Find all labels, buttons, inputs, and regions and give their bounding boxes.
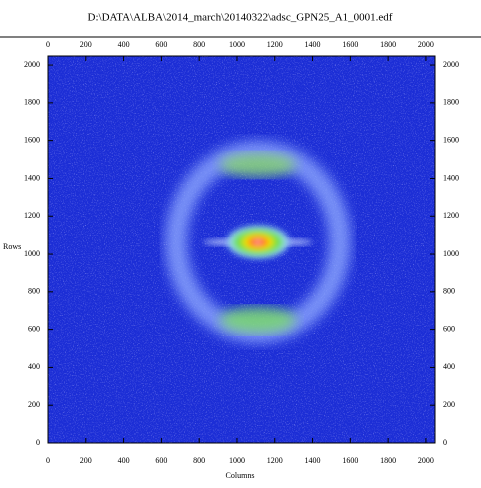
y-tick-label-right: 400 [443, 362, 455, 371]
y-tick-label: 1600 [24, 135, 40, 144]
y-tick-label-right: 1400 [443, 173, 459, 182]
y-tick-label: 600 [28, 324, 40, 333]
x-tick-label-top: 400 [118, 40, 130, 49]
y-tick-label: 1800 [24, 98, 40, 107]
x-tick-label-top: 1800 [380, 40, 396, 49]
y-tick-label-right: 1600 [443, 135, 459, 144]
x-tick-label-top: 200 [80, 40, 92, 49]
x-tick-label: 200 [80, 456, 92, 465]
x-tick-label: 2000 [418, 456, 434, 465]
x-tick-label: 1200 [267, 456, 283, 465]
x-tick-label-top: 800 [193, 40, 205, 49]
y-tick-label: 0 [36, 438, 40, 447]
y-tick-label-right: 800 [443, 287, 455, 296]
x-tick-label: 400 [118, 456, 130, 465]
y-tick-label-right: 1800 [443, 98, 459, 107]
x-tick-label: 800 [193, 456, 205, 465]
y-tick-label-right: 600 [443, 324, 455, 333]
y-tick-label-right: 2000 [443, 60, 459, 69]
y-tick-label-right: 1200 [443, 211, 459, 220]
y-tick-label: 1200 [24, 211, 40, 220]
y-tick-label: 400 [28, 362, 40, 371]
x-tick-label-top: 1600 [342, 40, 358, 49]
y-tick-label: 1000 [24, 249, 40, 258]
y-tick-label-right: 0 [443, 438, 447, 447]
y-tick-label: 1400 [24, 173, 40, 182]
x-tick-label: 1800 [380, 456, 396, 465]
plot-frame [47, 55, 436, 444]
x-tick-label-top: 600 [155, 40, 167, 49]
x-tick-label: 1400 [305, 456, 321, 465]
x-tick-label: 0 [46, 456, 50, 465]
x-tick-label: 600 [155, 456, 167, 465]
y-tick-label: 200 [28, 400, 40, 409]
x-tick-label-top: 2000 [418, 40, 434, 49]
x-tick-label: 1000 [229, 456, 245, 465]
y-axis-label: Rows [3, 242, 21, 251]
x-tick-label-top: 1400 [305, 40, 321, 49]
x-tick-label-top: 1200 [267, 40, 283, 49]
x-tick-label: 1600 [342, 456, 358, 465]
y-tick-label-right: 1000 [443, 249, 459, 258]
y-tick-label-right: 200 [443, 400, 455, 409]
x-tick-label-top: 1000 [229, 40, 245, 49]
x-axis-label: Columns [226, 471, 255, 480]
x-tick-label-top: 0 [46, 40, 50, 49]
y-tick-label: 2000 [24, 60, 40, 69]
image-title: D:\DATA\ALBA\2014_march\20140322\adsc_GP… [88, 12, 393, 24]
diffraction-image [48, 56, 435, 443]
y-tick-label: 800 [28, 287, 40, 296]
